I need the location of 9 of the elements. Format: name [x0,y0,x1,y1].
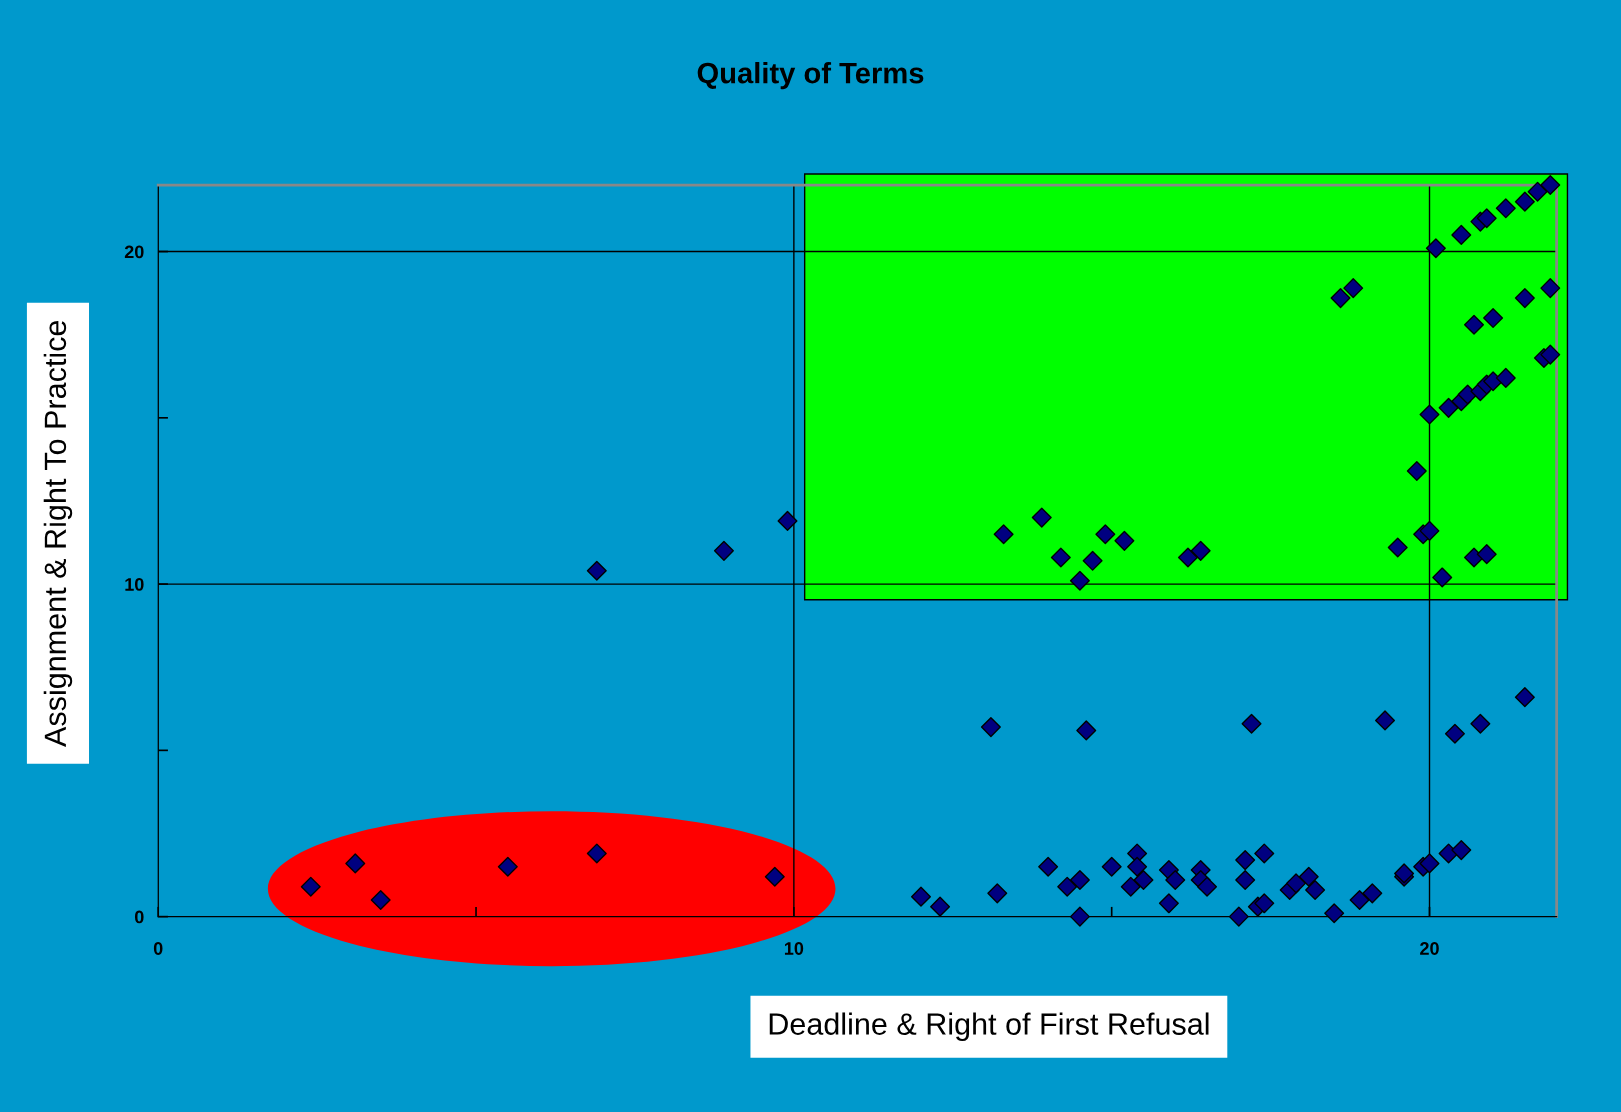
y-tick-label: 10 [125,578,144,591]
y-tick-label: 0 [134,910,144,924]
chart-title: Quality of Terms [697,62,924,90]
y-tick-label: 20 [124,245,144,259]
y-axis-title: Assignment & Right To Practice [43,320,73,747]
x-tick-label: 10 [784,942,804,955]
x-tick-label: 20 [1420,942,1439,955]
x-axis-title: Deadline & Right of First Refusal [769,1012,1209,1041]
x-tick-label: 0 [153,942,163,955]
